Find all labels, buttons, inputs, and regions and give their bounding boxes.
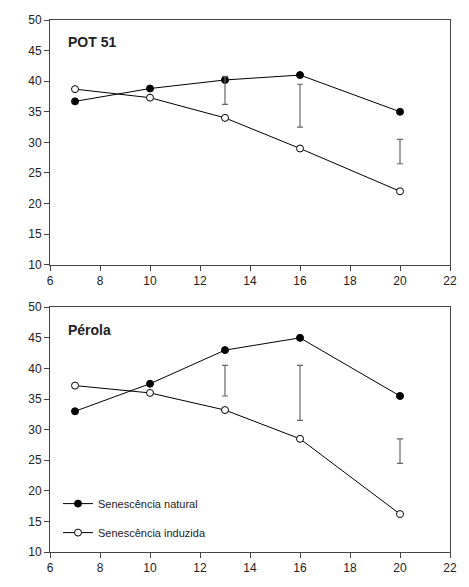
svg-text:12: 12: [193, 274, 207, 288]
svg-text:20: 20: [28, 197, 42, 211]
svg-text:35: 35: [28, 105, 42, 119]
svg-text:Pérola: Pérola: [68, 322, 111, 338]
svg-text:10: 10: [28, 545, 42, 559]
svg-text:8: 8: [97, 274, 104, 288]
svg-text:30: 30: [28, 136, 42, 150]
svg-text:16: 16: [293, 274, 307, 288]
svg-text:6: 6: [47, 274, 54, 288]
svg-text:6: 6: [47, 561, 54, 575]
svg-text:40: 40: [28, 74, 42, 88]
svg-text:45: 45: [28, 331, 42, 345]
svg-text:Senescência natural: Senescência natural: [98, 498, 198, 510]
svg-text:16: 16: [293, 561, 307, 575]
svg-text:18: 18: [343, 561, 357, 575]
svg-text:10: 10: [143, 274, 157, 288]
svg-text:45: 45: [28, 44, 42, 58]
svg-text:15: 15: [28, 227, 42, 241]
svg-text:8: 8: [97, 561, 104, 575]
svg-text:20: 20: [393, 274, 407, 288]
svg-text:25: 25: [28, 453, 42, 467]
svg-text:14: 14: [243, 561, 257, 575]
svg-text:10: 10: [143, 561, 157, 575]
svg-text:25: 25: [28, 166, 42, 180]
svg-text:30: 30: [28, 423, 42, 437]
svg-text:20: 20: [28, 484, 42, 498]
svg-text:40: 40: [28, 362, 42, 376]
svg-text:Senescência induzida: Senescência induzida: [98, 527, 206, 539]
svg-text:50: 50: [28, 13, 42, 27]
svg-text:POT 51: POT 51: [68, 34, 116, 50]
svg-text:20: 20: [393, 561, 407, 575]
svg-text:22: 22: [443, 561, 457, 575]
svg-text:10: 10: [28, 258, 42, 272]
svg-text:35: 35: [28, 392, 42, 406]
svg-text:18: 18: [343, 274, 357, 288]
svg-text:15: 15: [28, 515, 42, 529]
svg-text:12: 12: [193, 561, 207, 575]
svg-text:22: 22: [443, 274, 457, 288]
svg-text:50: 50: [28, 300, 42, 314]
svg-text:14: 14: [243, 274, 257, 288]
